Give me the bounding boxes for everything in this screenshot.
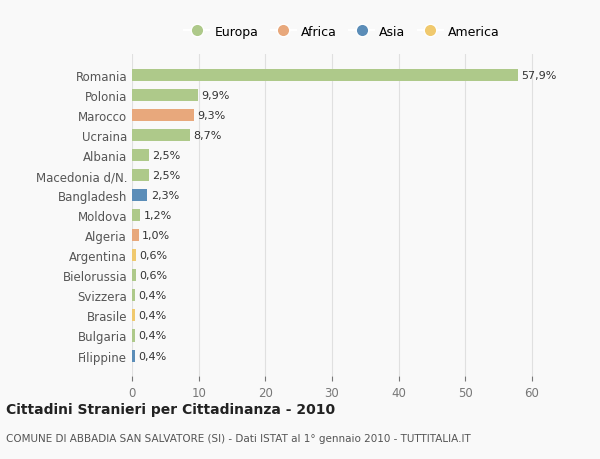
Text: 0,4%: 0,4% — [138, 311, 166, 321]
Bar — [132, 250, 136, 262]
Bar — [132, 270, 136, 282]
Text: Cittadini Stranieri per Cittadinanza - 2010: Cittadini Stranieri per Cittadinanza - 2… — [6, 402, 335, 416]
Text: 9,3%: 9,3% — [197, 111, 226, 121]
Text: 0,6%: 0,6% — [139, 251, 167, 261]
Bar — [132, 70, 518, 82]
Bar — [132, 310, 134, 322]
Text: 0,6%: 0,6% — [139, 271, 167, 281]
Text: 2,5%: 2,5% — [152, 151, 180, 161]
Bar — [132, 350, 134, 362]
Bar — [132, 90, 198, 102]
Bar — [132, 130, 190, 142]
Text: 8,7%: 8,7% — [193, 131, 222, 141]
Text: 57,9%: 57,9% — [521, 71, 557, 81]
Legend: Europa, Africa, Asia, America: Europa, Africa, Asia, America — [178, 20, 506, 45]
Text: 1,2%: 1,2% — [143, 211, 172, 221]
Bar — [132, 290, 134, 302]
Text: 2,3%: 2,3% — [151, 191, 179, 201]
Bar — [132, 110, 194, 122]
Bar — [132, 170, 149, 182]
Bar — [132, 150, 149, 162]
Bar — [132, 190, 148, 202]
Text: 1,0%: 1,0% — [142, 231, 170, 241]
Text: 0,4%: 0,4% — [138, 291, 166, 301]
Bar — [132, 230, 139, 242]
Bar — [132, 210, 140, 222]
Text: 0,4%: 0,4% — [138, 351, 166, 361]
Text: 9,9%: 9,9% — [202, 91, 230, 101]
Text: COMUNE DI ABBADIA SAN SALVATORE (SI) - Dati ISTAT al 1° gennaio 2010 - TUTTITALI: COMUNE DI ABBADIA SAN SALVATORE (SI) - D… — [6, 433, 471, 442]
Bar — [132, 330, 134, 342]
Text: 2,5%: 2,5% — [152, 171, 180, 181]
Text: 0,4%: 0,4% — [138, 331, 166, 341]
